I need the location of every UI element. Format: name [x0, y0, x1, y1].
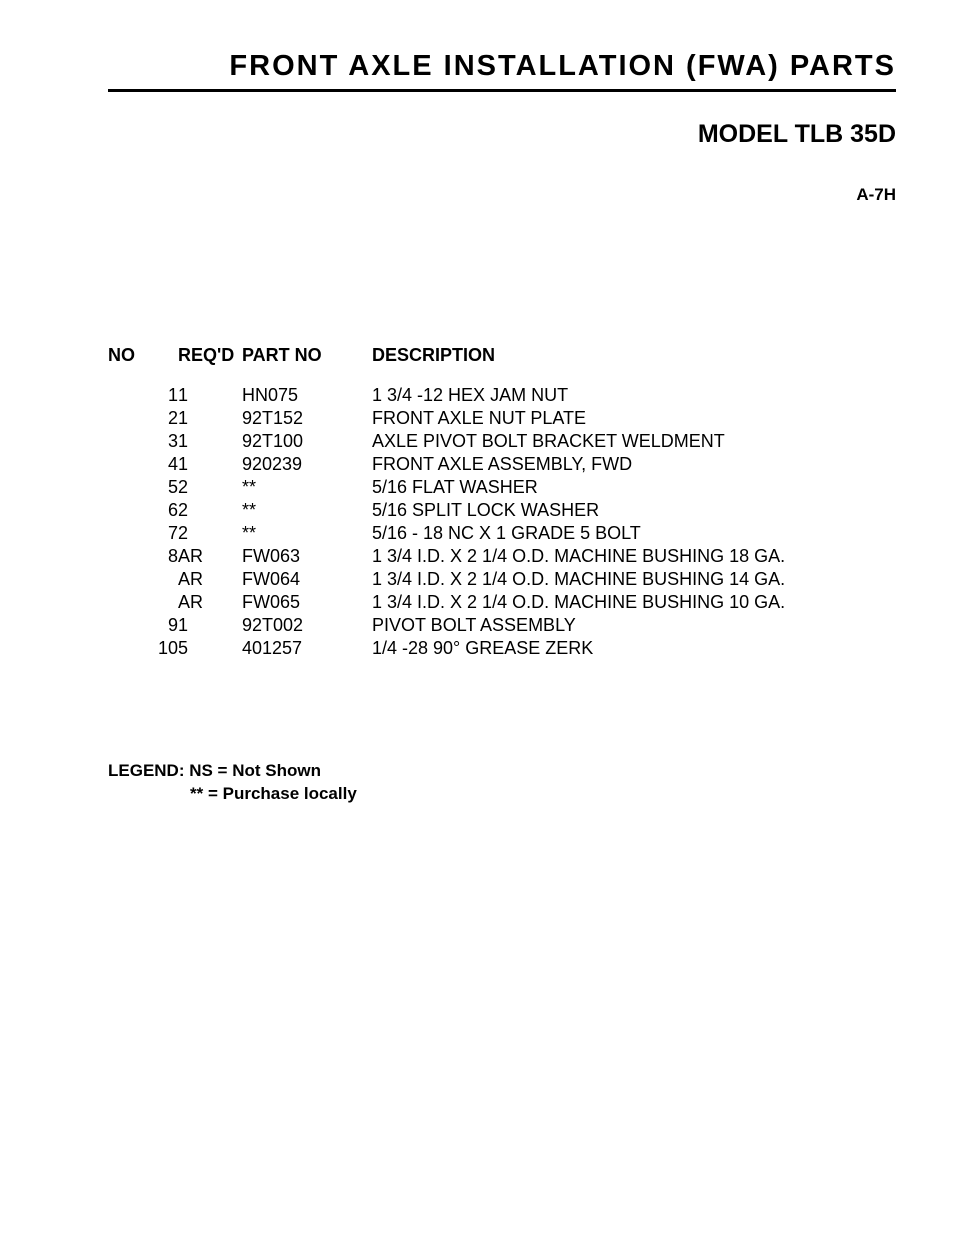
cell-description: AXLE PIVOT BOLT BRACKET WELDMENT: [372, 430, 896, 453]
model-heading: MODEL TLB 35D: [108, 120, 896, 149]
legend-line-purchase-locally: ** = Purchase locally: [108, 783, 896, 806]
cell-part-no: **: [242, 476, 372, 499]
cell-no: [108, 568, 178, 591]
cell-reqd: 2: [178, 476, 242, 499]
cell-no: 5: [108, 476, 178, 499]
cell-description: 1/4 -28 90° GREASE ZERK: [372, 637, 896, 660]
cell-no: [108, 591, 178, 614]
legend: LEGEND: NS = Not Shown ** = Purchase loc…: [108, 760, 896, 806]
cell-description: FRONT AXLE ASSEMBLY, FWD: [372, 453, 896, 476]
col-header-no: NO: [108, 345, 178, 384]
table-row: ARFW0641 3/4 I.D. X 2 1/4 O.D. MACHINE B…: [108, 568, 896, 591]
cell-reqd: AR: [178, 591, 242, 614]
table-row: 3192T100AXLE PIVOT BOLT BRACKET WELDMENT: [108, 430, 896, 453]
cell-reqd: 2: [178, 522, 242, 545]
cell-part-no: **: [242, 499, 372, 522]
col-header-description: DESCRIPTION: [372, 345, 896, 384]
cell-no: 2: [108, 407, 178, 430]
table-header-row: NO REQ'D PART NO DESCRIPTION: [108, 345, 896, 384]
cell-part-no: **: [242, 522, 372, 545]
cell-no: 4: [108, 453, 178, 476]
table-row: 1054012571/4 -28 90° GREASE ZERK: [108, 637, 896, 660]
cell-no: 7: [108, 522, 178, 545]
col-header-reqd: REQ'D: [178, 345, 242, 384]
cell-description: 1 3/4 I.D. X 2 1/4 O.D. MACHINE BUSHING …: [372, 591, 896, 614]
col-header-part-no: PART NO: [242, 345, 372, 384]
cell-reqd: 1: [178, 614, 242, 637]
cell-no: 6: [108, 499, 178, 522]
table-row: 11HN0751 3/4 -12 HEX JAM NUT: [108, 384, 896, 407]
cell-description: FRONT AXLE NUT PLATE: [372, 407, 896, 430]
table-row: 8ARFW0631 3/4 I.D. X 2 1/4 O.D. MACHINE …: [108, 545, 896, 568]
cell-description: 1 3/4 -12 HEX JAM NUT: [372, 384, 896, 407]
cell-part-no: FW063: [242, 545, 372, 568]
cell-description: 1 3/4 I.D. X 2 1/4 O.D. MACHINE BUSHING …: [372, 568, 896, 591]
cell-description: 5/16 SPLIT LOCK WASHER: [372, 499, 896, 522]
cell-description: 1 3/4 I.D. X 2 1/4 O.D. MACHINE BUSHING …: [372, 545, 896, 568]
parts-table-container: NO REQ'D PART NO DESCRIPTION 11HN0751 3/…: [108, 345, 896, 660]
cell-no: 8: [108, 545, 178, 568]
table-row: 9192T002PIVOT BOLT ASSEMBLY: [108, 614, 896, 637]
cell-reqd: 5: [178, 637, 242, 660]
cell-no: 3: [108, 430, 178, 453]
cell-part-no: FW064: [242, 568, 372, 591]
cell-no: 9: [108, 614, 178, 637]
cell-no: 10: [108, 637, 178, 660]
cell-reqd: 1: [178, 407, 242, 430]
cell-part-no: 920239: [242, 453, 372, 476]
cell-reqd: 1: [178, 384, 242, 407]
cell-reqd: 1: [178, 453, 242, 476]
cell-reqd: 2: [178, 499, 242, 522]
table-row: 62**5/16 SPLIT LOCK WASHER: [108, 499, 896, 522]
cell-part-no: 401257: [242, 637, 372, 660]
cell-part-no: 92T002: [242, 614, 372, 637]
parts-table-body: 11HN0751 3/4 -12 HEX JAM NUT 2192T152FRO…: [108, 384, 896, 660]
parts-table: NO REQ'D PART NO DESCRIPTION 11HN0751 3/…: [108, 345, 896, 660]
cell-no: 1: [108, 384, 178, 407]
cell-part-no: 92T100: [242, 430, 372, 453]
cell-part-no: HN075: [242, 384, 372, 407]
table-row: 72**5/16 - 18 NC X 1 GRADE 5 BOLT: [108, 522, 896, 545]
page-title: FRONT AXLE INSTALLATION (FWA) PARTS: [108, 50, 896, 92]
legend-line-ns: LEGEND: NS = Not Shown: [108, 760, 896, 783]
cell-reqd: 1: [178, 430, 242, 453]
cell-description: 5/16 FLAT WASHER: [372, 476, 896, 499]
cell-description: PIVOT BOLT ASSEMBLY: [372, 614, 896, 637]
cell-part-no: 92T152: [242, 407, 372, 430]
table-row: ARFW0651 3/4 I.D. X 2 1/4 O.D. MACHINE B…: [108, 591, 896, 614]
cell-part-no: FW065: [242, 591, 372, 614]
page-code: A-7H: [108, 185, 896, 205]
cell-description: 5/16 - 18 NC X 1 GRADE 5 BOLT: [372, 522, 896, 545]
table-row: 52**5/16 FLAT WASHER: [108, 476, 896, 499]
cell-reqd: AR: [178, 568, 242, 591]
cell-reqd: AR: [178, 545, 242, 568]
table-row: 41920239FRONT AXLE ASSEMBLY, FWD: [108, 453, 896, 476]
table-row: 2192T152FRONT AXLE NUT PLATE: [108, 407, 896, 430]
